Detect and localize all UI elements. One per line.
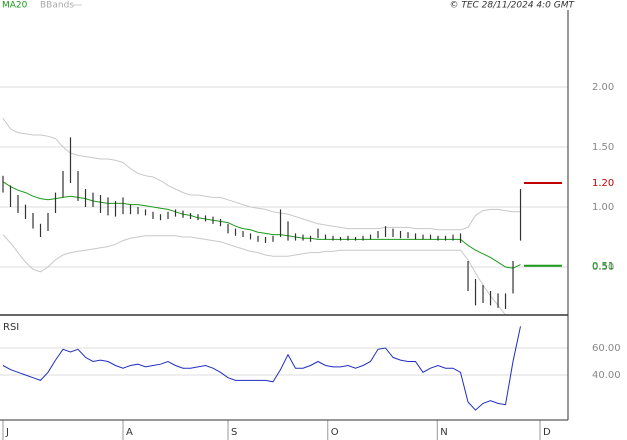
rsi-line [2, 326, 521, 411]
bband-lower [2, 234, 521, 315]
x-tick-label: D [543, 427, 551, 438]
y-tick-label: 0.50 [592, 262, 614, 273]
plot-area [2, 326, 521, 411]
y-tick-label: 2.00 [592, 82, 614, 93]
ma20-line [2, 181, 521, 269]
plot-area [2, 117, 522, 315]
level-label: 1.20 [592, 178, 614, 189]
x-tick-label: A [126, 427, 133, 438]
y-tick-label: 60.00 [592, 343, 621, 354]
legend-bbands: BBands [40, 1, 74, 11]
bband-upper [2, 117, 521, 231]
x-tick-label: J [5, 427, 9, 438]
x-tick-label: S [231, 427, 237, 438]
source: © TEC 28/11/2024 4:0 GMT [449, 1, 575, 11]
x-tick-label: N [440, 427, 447, 438]
y-tick-label: 1.00 [592, 202, 614, 213]
y-tick-label: 1.50 [592, 142, 614, 153]
y-tick-label: 40.00 [592, 370, 621, 381]
x-tick-label: O [331, 427, 339, 438]
legend-ma20: MA20 [2, 1, 28, 11]
panel-title: RSI [3, 322, 19, 333]
level-label: 0.51 [592, 261, 614, 272]
plot: 2.00 1.50 1.00 0.50 1.20 0.51 60.00 40.00 J A S O N D [0, 82, 621, 440]
